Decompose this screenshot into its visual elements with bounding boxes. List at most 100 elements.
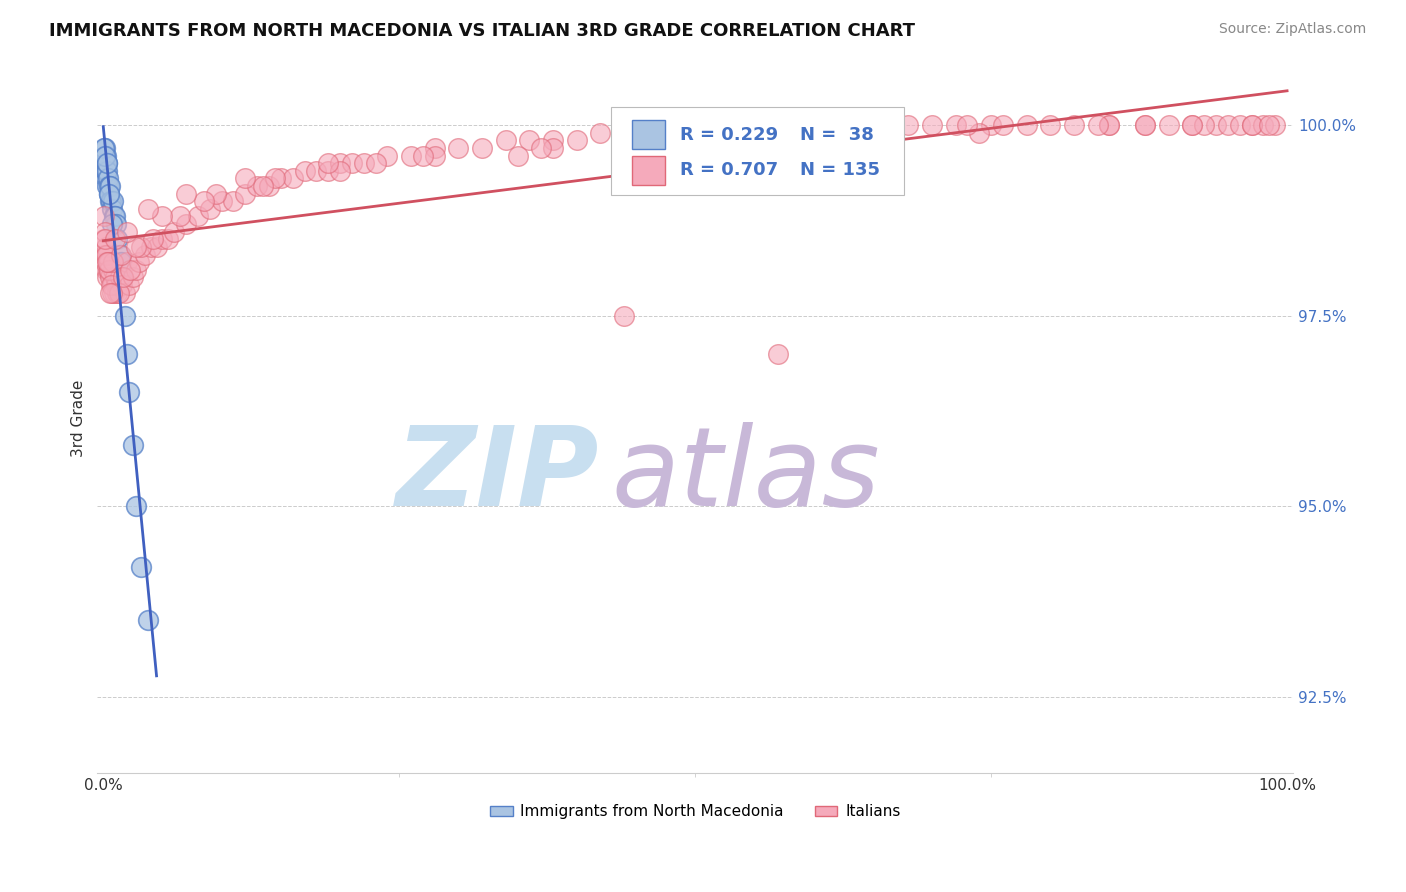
Text: ZIP: ZIP [396, 422, 599, 529]
Point [94, 232, 117, 246]
Point [252, 179, 274, 194]
Point [264, 171, 287, 186]
Point [114, 309, 136, 323]
Point [661, 126, 683, 140]
Point [399, 148, 422, 162]
Point [353, 156, 375, 170]
Point [103, 210, 125, 224]
Y-axis label: 3rd Grade: 3rd Grade [72, 380, 86, 457]
Text: N =  38: N = 38 [800, 126, 875, 144]
Point [112, 270, 135, 285]
Point [111, 270, 134, 285]
Text: N = 135: N = 135 [800, 161, 880, 179]
Point [98, 255, 121, 269]
Point [115, 225, 138, 239]
Point [233, 186, 256, 201]
Point [624, 126, 647, 140]
Legend: Immigrants from North Macedonia, Italians: Immigrants from North Macedonia, Italian… [484, 798, 907, 825]
Point [683, 133, 706, 147]
Point [193, 194, 215, 209]
Point [94, 171, 117, 186]
Point [921, 118, 943, 132]
Point [1063, 118, 1085, 132]
Point [93, 210, 115, 224]
Point [136, 202, 159, 216]
Point [945, 118, 967, 132]
Point [98, 194, 121, 209]
Point [100, 179, 122, 194]
Point [1216, 118, 1239, 132]
Point [136, 613, 159, 627]
Point [93, 141, 115, 155]
Point [94, 148, 117, 162]
Point [364, 156, 387, 170]
Point [1240, 118, 1263, 132]
Point [1253, 118, 1275, 132]
Point [862, 118, 884, 132]
Point [305, 163, 328, 178]
Point [1133, 118, 1156, 132]
Point [541, 141, 564, 155]
Point [103, 285, 125, 300]
Point [980, 118, 1002, 132]
Point [96, 262, 118, 277]
Point [98, 186, 121, 201]
Point [174, 186, 197, 201]
Point [1098, 118, 1121, 132]
Point [377, 148, 399, 162]
Point [107, 285, 129, 300]
Text: Source: ZipAtlas.com: Source: ZipAtlas.com [1219, 22, 1367, 37]
Point [152, 232, 174, 246]
Point [121, 270, 143, 285]
Point [96, 163, 118, 178]
Point [506, 148, 529, 162]
Point [1039, 118, 1062, 132]
Point [471, 141, 494, 155]
Point [125, 262, 148, 277]
Point [97, 171, 120, 186]
Point [1133, 118, 1156, 132]
Point [565, 133, 588, 147]
Point [98, 186, 121, 201]
Point [93, 141, 115, 155]
Point [115, 346, 138, 360]
Point [294, 163, 316, 178]
Point [233, 171, 256, 186]
Point [128, 255, 150, 269]
Point [94, 240, 117, 254]
Point [1087, 118, 1109, 132]
Point [100, 278, 122, 293]
Point [118, 278, 141, 293]
Point [157, 232, 180, 246]
Point [1205, 118, 1227, 132]
Point [134, 247, 156, 261]
Point [163, 225, 186, 239]
Text: atlas: atlas [612, 422, 880, 529]
Point [187, 210, 209, 224]
Point [120, 262, 142, 277]
Point [107, 232, 129, 246]
Point [1258, 118, 1281, 132]
Point [672, 133, 695, 147]
Point [329, 163, 352, 178]
Point [1181, 118, 1204, 132]
Point [96, 156, 118, 170]
Point [897, 118, 920, 132]
Point [1264, 118, 1286, 132]
Point [423, 141, 446, 155]
Point [281, 171, 304, 186]
Point [121, 438, 143, 452]
Point [779, 118, 801, 132]
Point [661, 141, 683, 155]
Point [174, 217, 197, 231]
Point [96, 247, 118, 261]
Point [104, 232, 127, 246]
Text: IMMIGRANTS FROM NORTH MACEDONIA VS ITALIAN 3RD GRADE CORRELATION CHART: IMMIGRANTS FROM NORTH MACEDONIA VS ITALI… [49, 22, 915, 40]
Point [1229, 118, 1251, 132]
Point [96, 255, 118, 269]
Point [93, 232, 115, 246]
Point [991, 118, 1014, 132]
FancyBboxPatch shape [612, 106, 904, 195]
Point [707, 126, 730, 140]
Point [100, 278, 122, 293]
